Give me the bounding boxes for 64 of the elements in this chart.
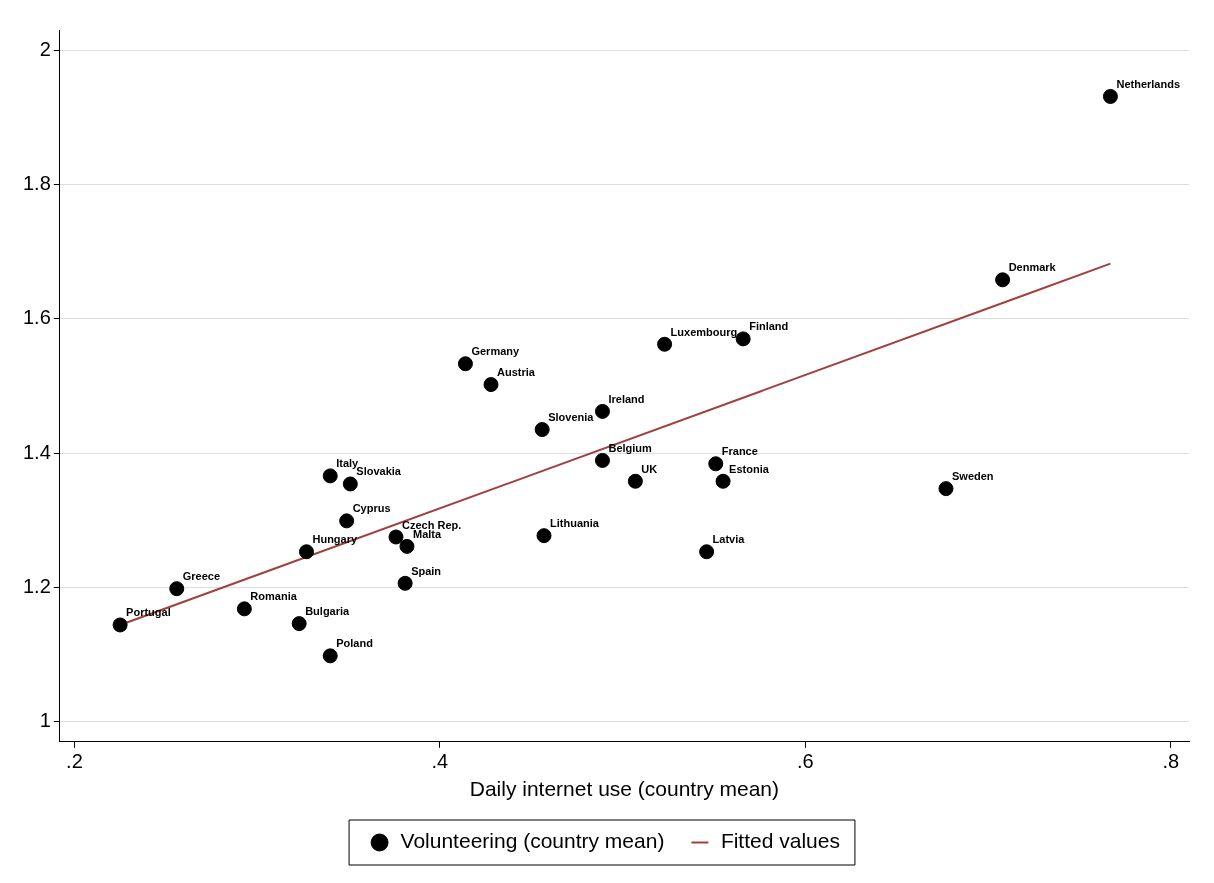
y-tick-label: 1.4 [22, 440, 51, 463]
point [995, 272, 1011, 288]
point [397, 575, 413, 591]
annotation: Belgium [608, 441, 653, 454]
point [536, 528, 552, 544]
annotation: Netherlands [1116, 78, 1181, 91]
point [938, 481, 954, 497]
annotation: Lithuania [550, 517, 600, 530]
point [699, 544, 715, 560]
point [291, 616, 307, 632]
annotation: Bulgaria [305, 605, 351, 618]
annotation: Greece [182, 570, 221, 583]
annotation: Slovakia [356, 465, 402, 478]
x-tick-label: .4 [431, 750, 449, 773]
point [342, 476, 358, 492]
point [715, 473, 731, 489]
point [1102, 88, 1118, 104]
point [339, 513, 355, 529]
point [236, 601, 252, 617]
x-tick-label: .6 [796, 750, 814, 773]
annotation: UK [641, 462, 658, 475]
annotation: Denmark [1008, 261, 1057, 274]
point [708, 456, 724, 472]
point [594, 403, 610, 419]
point [388, 529, 404, 545]
point [534, 422, 550, 438]
point [112, 617, 128, 633]
annotation: France [721, 445, 758, 458]
annotation: Spain [411, 564, 442, 577]
annotation: Finland [749, 320, 789, 333]
annotation: Slovenia [548, 411, 595, 424]
point [735, 331, 751, 347]
annotation: Czech Rep. [402, 518, 462, 531]
annotation: Austria [497, 366, 536, 379]
legend-label: Fitted values [720, 829, 840, 853]
y-tick-label: 1 [39, 709, 51, 732]
point [169, 581, 185, 597]
y-tick-label: 1.6 [22, 306, 51, 329]
y-tick-label: 2 [39, 37, 51, 60]
point [457, 356, 473, 372]
point [483, 377, 499, 393]
annotation: Germany [471, 345, 521, 358]
annotation: Luxembourg [670, 325, 738, 338]
annotation: Latvia [712, 533, 746, 546]
annotation: Estonia [729, 462, 770, 475]
annotation: Cyprus [352, 502, 391, 515]
point [322, 468, 338, 484]
x-tick-label: .8 [1162, 750, 1180, 773]
annotation: Ireland [608, 392, 645, 405]
x-axis-title: Daily internet use (country mean) [469, 777, 780, 801]
annotation: Romania [250, 590, 298, 603]
x-tick-label: .2 [66, 750, 83, 773]
annotation: Poland [336, 637, 373, 650]
point [627, 473, 643, 489]
point [657, 336, 673, 352]
y-tick-label: 1.8 [22, 171, 51, 194]
legend-label: Volunteering (country mean) [400, 829, 665, 853]
point [298, 544, 314, 560]
y-tick-label: 1.2 [22, 574, 51, 597]
point [399, 538, 415, 554]
point [594, 452, 610, 468]
point [322, 648, 338, 664]
annotation: Sweden [951, 470, 994, 483]
annotation: Hungary [312, 533, 358, 546]
